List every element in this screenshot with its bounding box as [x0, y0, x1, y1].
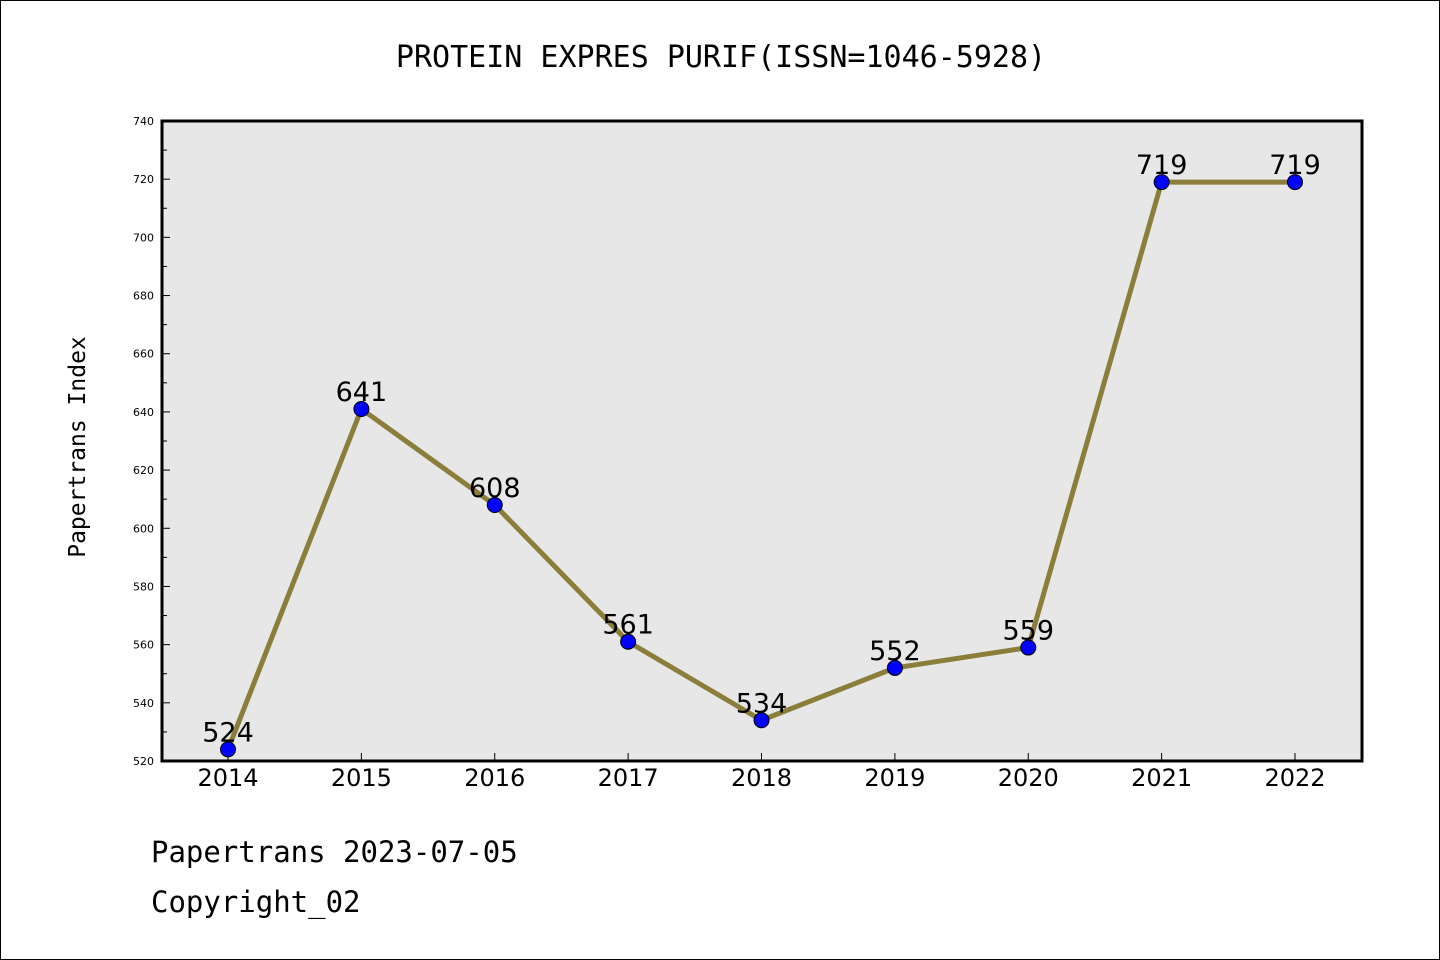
y-tick-label: 540 — [133, 697, 154, 710]
data-label: 641 — [336, 377, 388, 408]
y-tick-label: 680 — [133, 290, 154, 303]
y-tick-label: 660 — [133, 348, 154, 361]
y-tick-label: 600 — [133, 522, 154, 535]
y-tick-label: 720 — [133, 173, 154, 186]
x-tick-label: 2020 — [998, 764, 1059, 792]
plot-area — [162, 121, 1362, 761]
footer-date: Papertrans 2023-07-05 — [151, 835, 518, 869]
y-axis: 520 540 560 580 600 620 640 660 680 700 720 740 — [133, 115, 170, 768]
y-tick-label: 700 — [133, 231, 154, 244]
data-point — [753, 712, 770, 729]
x-tick-label: 2014 — [197, 764, 258, 792]
data-label: 559 — [1002, 616, 1054, 647]
y-tick-label: 640 — [133, 406, 154, 419]
data-point — [486, 497, 503, 513]
x-axis: 2014 2015 2016 2017 2018 2019 2020 2021 2022 — [197, 753, 1326, 792]
y-tick-label: 580 — [133, 580, 154, 593]
x-tick-label: 2015 — [331, 764, 392, 792]
x-tick-label: 2022 — [1264, 764, 1325, 792]
data-label: 561 — [602, 610, 654, 641]
x-tick-label: 2017 — [598, 764, 659, 792]
footer-copyright: Copyright_02 — [151, 885, 361, 919]
series-markers — [220, 174, 1303, 758]
data-label: 552 — [869, 636, 921, 667]
data-labels: 524 641 608 561 534 552 559 719 719 — [202, 150, 1321, 748]
y-tick-label: 620 — [133, 464, 154, 477]
data-label: 719 — [1269, 150, 1321, 181]
data-label: 608 — [469, 473, 521, 504]
chart-title: PROTEIN EXPRES PURIF(ISSN=1046-5928) — [396, 40, 1046, 75]
data-point — [1287, 174, 1303, 191]
data-point — [886, 659, 903, 676]
y-tick-label: 520 — [133, 755, 154, 768]
y-axis-label: Papertrans Index — [65, 336, 91, 558]
x-tick-label: 2019 — [864, 764, 925, 792]
x-tick-label: 2016 — [464, 764, 525, 792]
data-point — [620, 633, 637, 650]
plot-border — [160, 119, 1364, 763]
data-label: 719 — [1136, 150, 1188, 181]
x-tick-label: 2021 — [1131, 764, 1192, 792]
y-tick-label: 740 — [133, 115, 154, 128]
y-tick-label: 560 — [133, 639, 154, 652]
data-point — [220, 741, 236, 758]
data-point — [1153, 174, 1170, 191]
x-tick-label: 2018 — [731, 764, 792, 792]
data-label: 524 — [202, 717, 254, 748]
data-point — [1020, 639, 1037, 656]
data-point — [353, 401, 370, 417]
data-label: 534 — [736, 688, 788, 719]
